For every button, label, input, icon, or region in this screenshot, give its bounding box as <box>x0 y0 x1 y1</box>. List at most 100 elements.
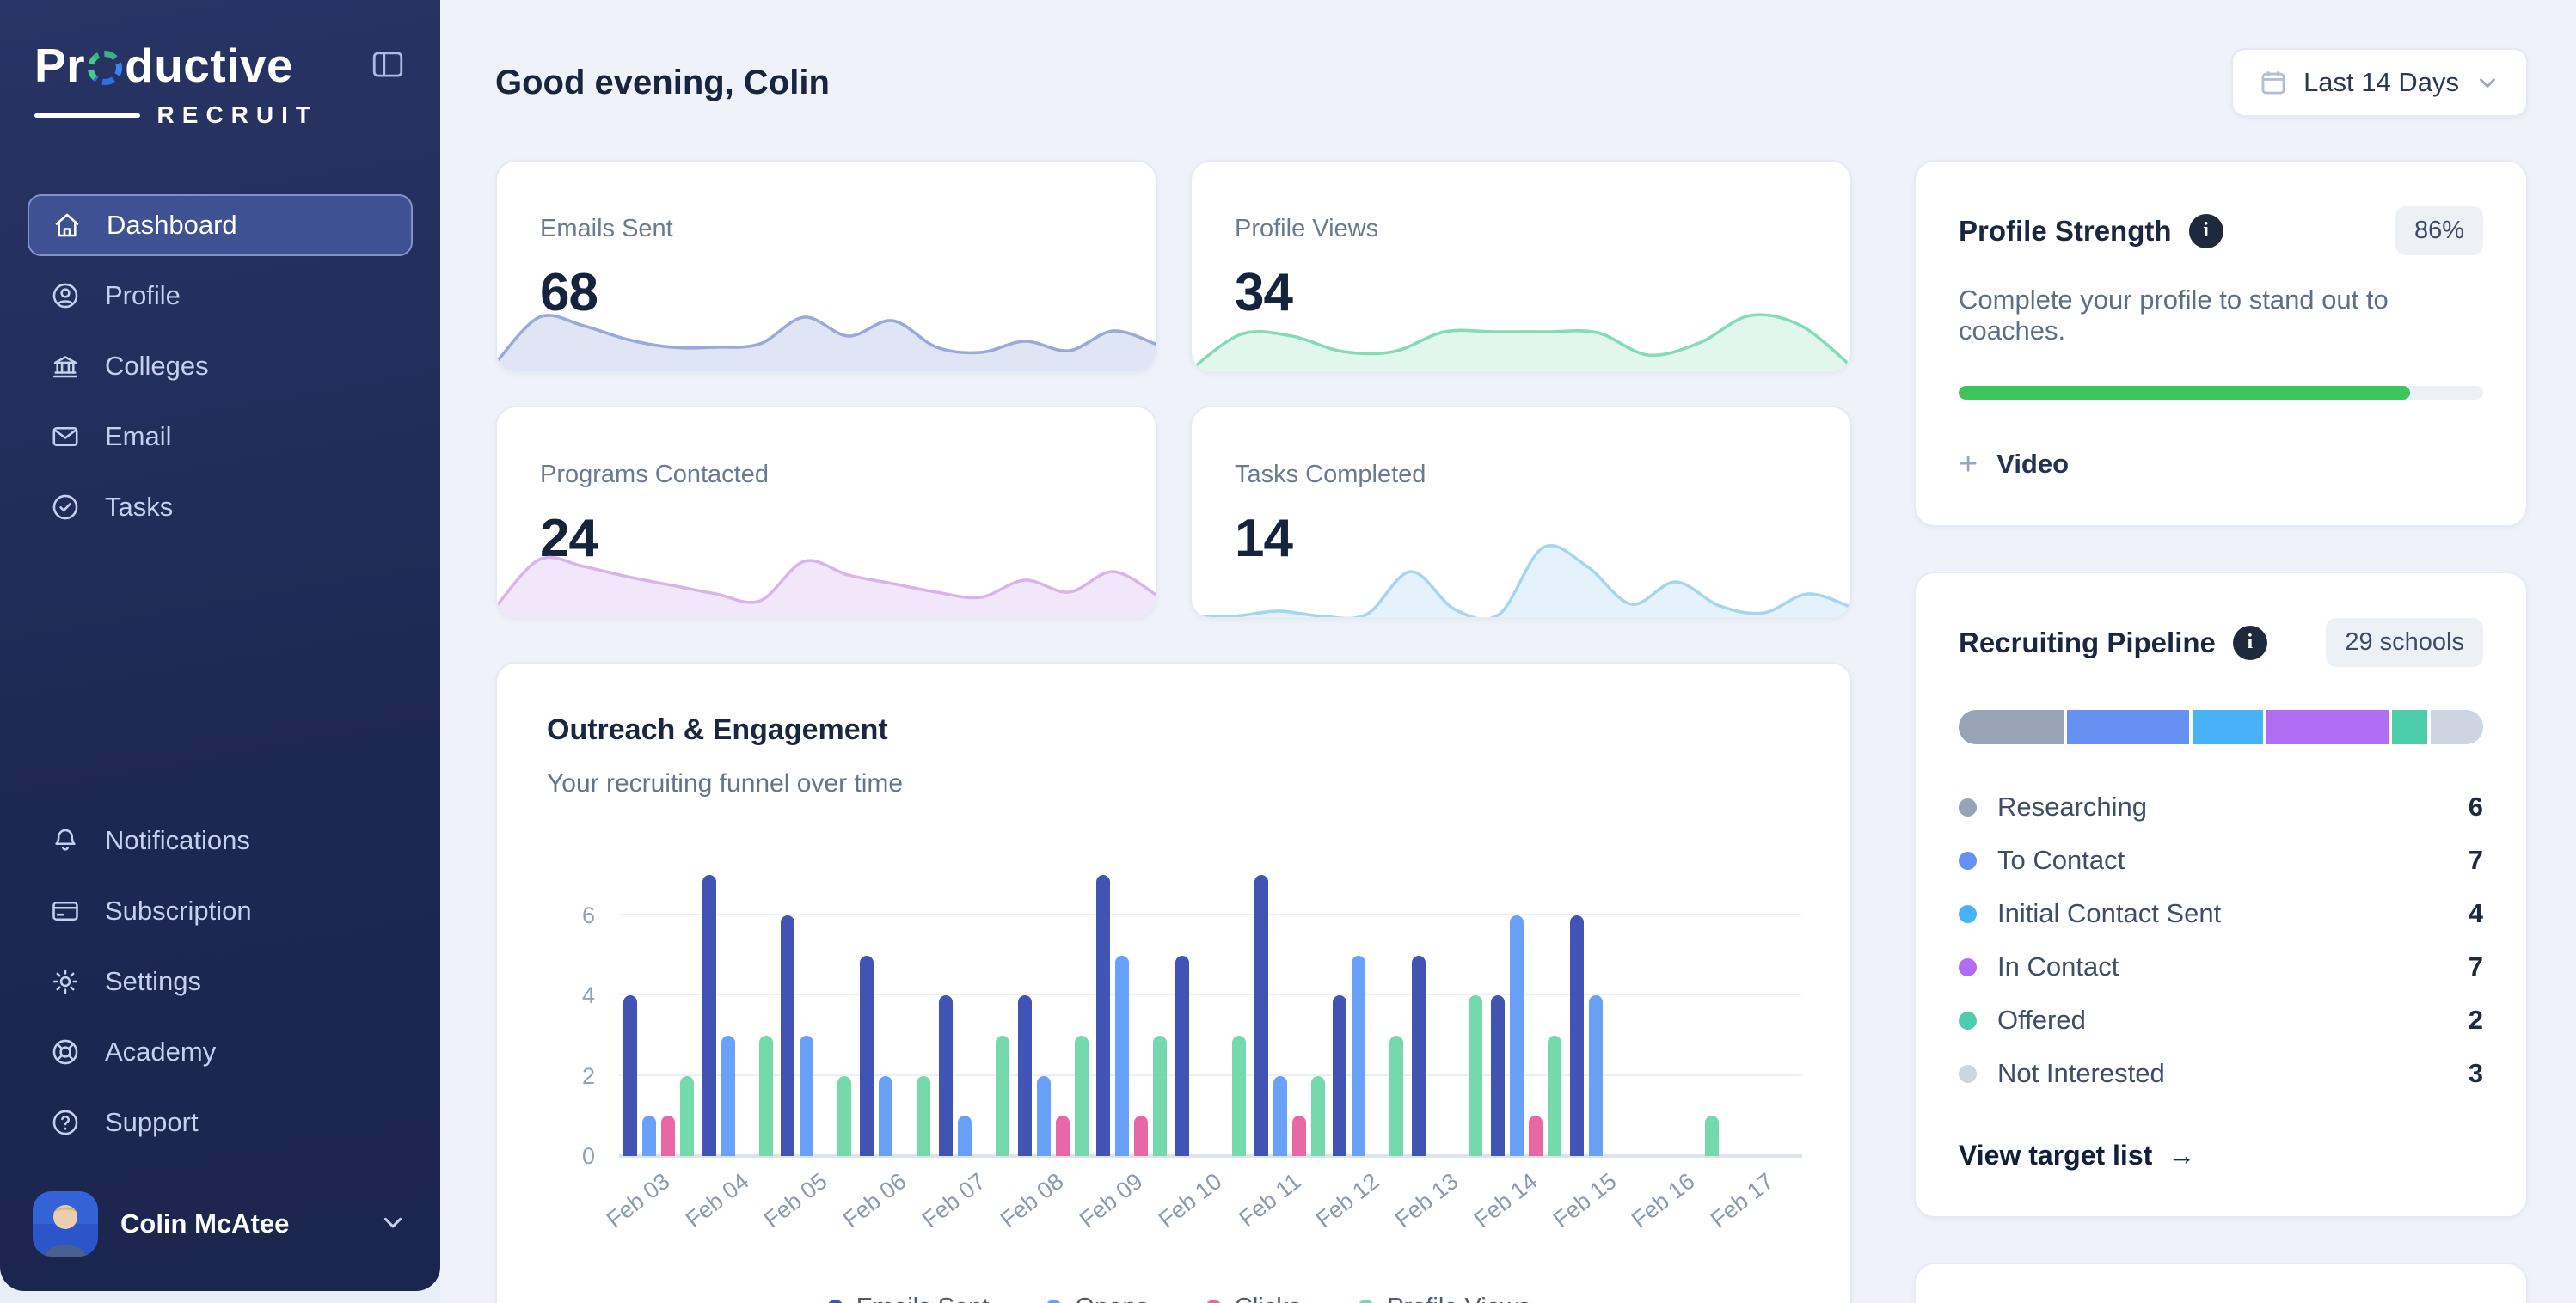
y-axis-tick-label: 4 <box>581 982 595 1009</box>
profile-strength-card: Profile Strength i 86% Complete your pro… <box>1914 160 2528 527</box>
legend-item-emails-sent[interactable]: Emails Sent <box>826 1294 990 1303</box>
profile-strength-description: Complete your profile to stand out to co… <box>1959 284 2389 346</box>
stage-label: Initial Contact Sent <box>1997 898 2222 928</box>
stat-card-grid: Emails Sent 68 Profile Views 34 Programs Con… <box>495 160 1852 619</box>
bar-emails-sent <box>1333 995 1347 1156</box>
avatar <box>33 1191 98 1257</box>
x-axis-tick-label: Feb 16 <box>1627 1168 1700 1233</box>
y-axis-tick-label: 6 <box>581 902 595 928</box>
x-axis-tick-label: Feb 15 <box>1548 1168 1622 1233</box>
stat-sparkline <box>497 278 1156 371</box>
bar-opens <box>1509 915 1524 1156</box>
bar-emails-sent <box>938 995 953 1156</box>
date-range-label: Last 14 Days <box>2303 67 2459 97</box>
left-column: Emails Sent 68 Profile Views 34 Programs Con… <box>495 160 1852 1303</box>
pipeline-segment-in-contact <box>2266 710 2389 744</box>
outreach-engagement-card: Outreach & Engagement Your recruiting fu… <box>495 662 1852 1303</box>
bar-emails-sent <box>1017 995 1032 1156</box>
stage-dot <box>1959 798 1977 817</box>
sidebar-item-tasks[interactable]: Tasks <box>28 476 413 538</box>
sidebar-item-dashboard[interactable]: Dashboard <box>28 194 413 256</box>
question-circle-icon <box>50 1107 83 1138</box>
sidebar-item-colleges[interactable]: Colleges <box>28 335 413 397</box>
user-name: Colin McAtee <box>120 1208 290 1239</box>
bar-profile-views <box>917 1075 931 1156</box>
sidebar-item-email[interactable]: Email <box>28 406 413 468</box>
bar-group-feb-11: Feb 11 <box>1234 855 1329 1232</box>
x-axis-tick-label: Feb 17 <box>1705 1168 1779 1233</box>
stage-count: 7 <box>2468 951 2483 982</box>
legend-item-opens[interactable]: Opens <box>1046 1294 1149 1303</box>
legend-item-profile-views[interactable]: Profile Views <box>1358 1294 1530 1303</box>
stat-sparkline <box>497 524 1156 617</box>
brand-rule <box>34 113 140 118</box>
stage-count: 6 <box>2468 792 2483 822</box>
plus-icon: + <box>1959 446 1978 482</box>
bar-group-feb-07: Feb 07 <box>917 855 1014 1233</box>
bar-clicks <box>1055 1116 1070 1156</box>
gear-icon <box>50 966 83 997</box>
sidebar-nav-secondary: Notifications Subscription Settings Academy… <box>28 810 413 1153</box>
sidebar-item-academy[interactable]: Academy <box>28 1021 413 1083</box>
arrow-right-icon: → <box>2168 1140 2196 1171</box>
view-target-list-link[interactable]: View target list → <box>1959 1140 2483 1171</box>
credit-card-icon <box>50 896 83 927</box>
legend-label: Emails Sent <box>856 1294 990 1303</box>
sidebar-item-label: Subscription <box>105 896 252 926</box>
pipeline-segment-not-interested <box>2430 710 2483 744</box>
brand-logo: Pr ductive RECRUIT <box>34 38 318 129</box>
bar-opens <box>800 1036 814 1156</box>
stat-label: Tasks Completed <box>1235 461 1426 488</box>
college-icon <box>50 351 83 382</box>
stat-value: 14 <box>1235 509 1293 568</box>
x-axis-tick-label: Feb 05 <box>759 1168 832 1233</box>
bar-profile-views <box>758 1036 773 1156</box>
chart-subtitle: Your recruiting funnel over time <box>547 769 904 798</box>
legend-dot <box>826 1300 843 1303</box>
bar-group-feb-10: Feb 10 <box>1154 855 1250 1233</box>
stat-card-tasks-completed: Tasks Completed 14 <box>1190 406 1852 619</box>
pipeline-schools-badge: 29 schools <box>2326 618 2483 667</box>
sidebar-item-label: Email <box>105 421 172 451</box>
bar-opens <box>1115 955 1130 1156</box>
info-icon[interactable]: i <box>2232 625 2267 660</box>
stage-count: 3 <box>2468 1058 2483 1088</box>
sidebar-item-support[interactable]: Support <box>28 1092 413 1153</box>
sidebar-item-notifications[interactable]: Notifications <box>28 810 413 872</box>
sidebar-item-label: Notifications <box>105 825 250 855</box>
info-icon[interactable]: i <box>2188 213 2223 248</box>
user-icon <box>50 280 83 311</box>
bar-group-feb-12: Feb 12 <box>1311 855 1408 1233</box>
sidebar-item-profile[interactable]: Profile <box>28 265 413 327</box>
profile-strength-title: Profile Strength <box>1959 214 2172 247</box>
stat-sparkline <box>1192 278 1850 371</box>
stage-label: To Contact <box>1997 845 2125 875</box>
sidebar-item-label: Support <box>105 1107 199 1137</box>
x-axis-tick-label: Feb 12 <box>1311 1168 1384 1233</box>
bar-profile-views <box>1705 1116 1720 1156</box>
add-video-button[interactable]: + Video <box>1959 448 2483 480</box>
pipeline-stage-row: In Contact 7 <box>1959 940 2483 994</box>
pipeline-stage-list: Researching 6 To Contact 7 Initial Contact S… <box>1959 780 2483 1100</box>
sidebar-item-settings[interactable]: Settings <box>28 951 413 1012</box>
bell-icon <box>50 825 83 856</box>
legend-item-clicks[interactable]: Clicks <box>1205 1294 1301 1303</box>
stage-label: Offered <box>1997 1005 2086 1035</box>
pipeline-stage-row: To Contact 7 <box>1959 834 2483 887</box>
brand-o-icon <box>88 51 123 85</box>
pipeline-stage-row: Initial Contact Sent 4 <box>1959 887 2483 940</box>
legend-label: Opens <box>1075 1294 1148 1303</box>
bar-profile-views <box>1074 1036 1089 1156</box>
stat-card-profile-views: Profile Views 34 <box>1190 160 1852 373</box>
gridline <box>619 914 1802 915</box>
bar-group-feb-14: Feb 14 <box>1469 855 1566 1233</box>
bar-profile-views <box>1469 995 1483 1156</box>
stage-dot <box>1959 904 1977 923</box>
sidebar-item-subscription[interactable]: Subscription <box>28 880 413 942</box>
brand-subtitle-row: RECRUIT <box>34 101 318 129</box>
bar-emails-sent <box>1490 995 1505 1156</box>
chart-legend: Emails Sent Opens Clicks Profile Views <box>547 1294 1811 1303</box>
date-range-dropdown[interactable]: Last 14 Days <box>2231 48 2528 117</box>
user-menu[interactable]: Colin McAtee <box>28 1191 413 1257</box>
sidebar-collapse-icon[interactable] <box>370 46 406 87</box>
